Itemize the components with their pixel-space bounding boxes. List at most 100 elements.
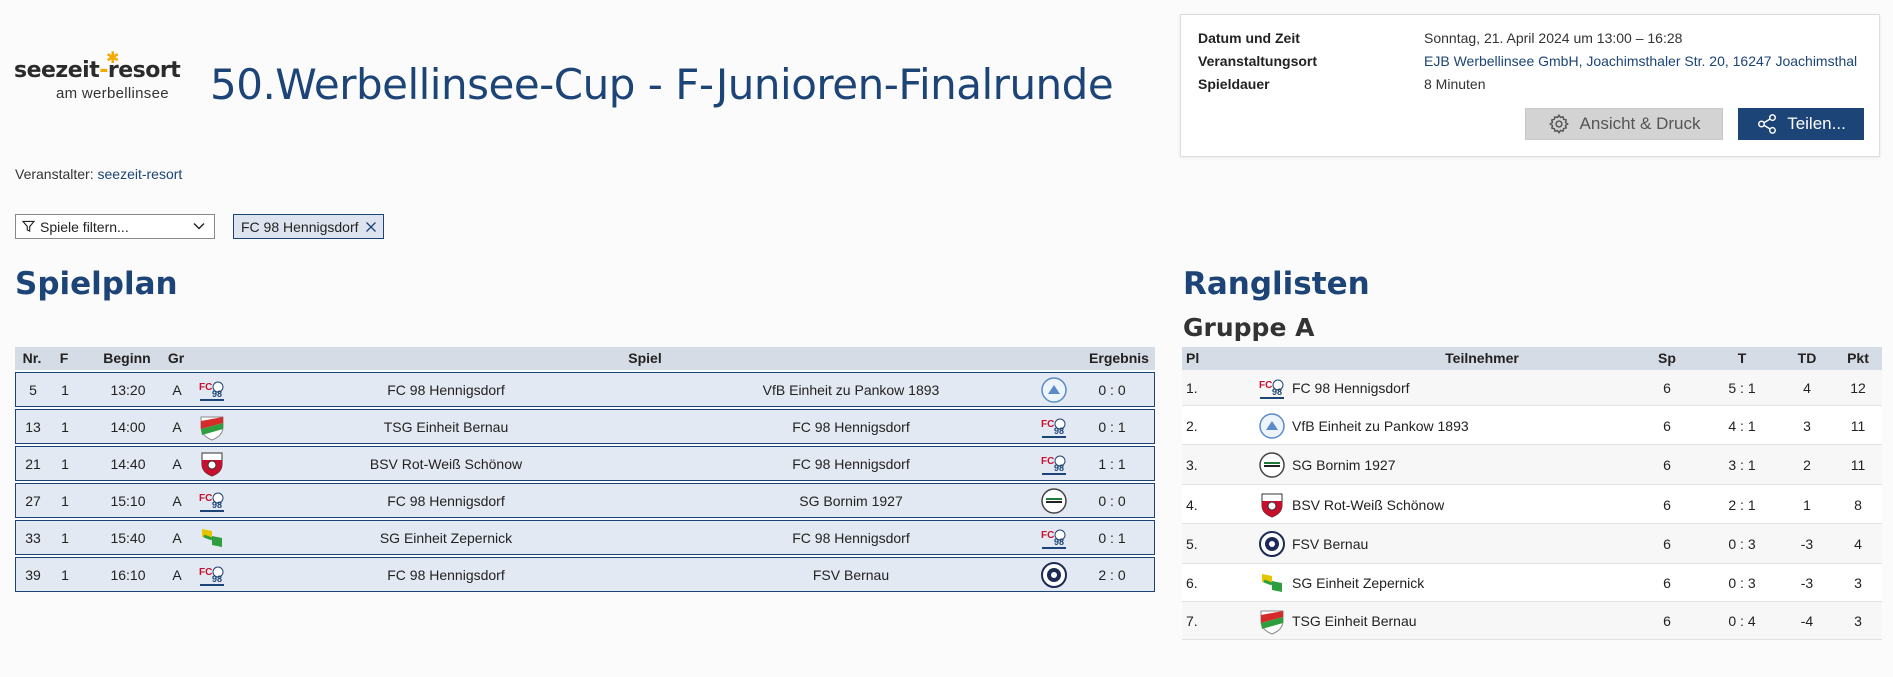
close-icon[interactable] bbox=[365, 221, 377, 233]
game-start: 15:40 bbox=[110, 530, 146, 546]
svg-text:FC: FC bbox=[1041, 456, 1054, 467]
view-print-label: Ansicht & Druck bbox=[1579, 114, 1701, 133]
fc98-crest-icon: FC 98 bbox=[1258, 374, 1286, 402]
game-result: 1 : 1 bbox=[1098, 456, 1126, 472]
rank-points: 8 bbox=[1854, 497, 1862, 513]
rank-team: FSV Bernau bbox=[1292, 536, 1369, 552]
group-heading: Gruppe A bbox=[1183, 313, 1315, 342]
svg-text:98: 98 bbox=[212, 389, 222, 399]
vfb-crest-icon bbox=[1040, 376, 1068, 404]
info-venue-link[interactable]: EJB Werbellinsee GmbH, Joachimsthaler St… bbox=[1424, 53, 1858, 69]
svg-text:98: 98 bbox=[1054, 426, 1064, 436]
ranking-rows: 1. FC 98 FC 98 Hennigsdorf 6 5 : 1 4 12 2. VfB Ei… bbox=[1182, 370, 1882, 640]
game-nr: 39 bbox=[25, 567, 41, 583]
game-field: 1 bbox=[61, 382, 69, 398]
ranking-table: Pl Teilnehmer Sp T TD Pkt 1. FC 98 FC 98 He… bbox=[1182, 347, 1882, 640]
away-team: FC 98 Hennigsdorf bbox=[792, 456, 910, 472]
col-pl: Pl bbox=[1186, 350, 1200, 366]
info-duration-label: Spieldauer bbox=[1198, 76, 1270, 92]
home-team: FC 98 Hennigsdorf bbox=[387, 493, 505, 509]
rank-place: 4. bbox=[1186, 497, 1198, 513]
rank-games: 6 bbox=[1663, 457, 1671, 473]
schedule-rows: 5 1 13:20 A FC 98 FC 98 Hennigsdorf VfB Einheit… bbox=[15, 372, 1155, 592]
rank-goals: 3 : 1 bbox=[1728, 457, 1756, 473]
col-f: F bbox=[59, 350, 69, 366]
info-duration-value: 8 Minuten bbox=[1424, 76, 1486, 92]
ranking-row[interactable]: 2. VfB Einheit zu Pankow 1893 6 4 : 1 3 11 bbox=[1182, 406, 1882, 445]
game-nr: 21 bbox=[25, 456, 41, 472]
game-nr: 5 bbox=[29, 382, 37, 398]
rank-points: 12 bbox=[1850, 380, 1866, 396]
rank-team: SG Bornim 1927 bbox=[1292, 457, 1396, 473]
fc98-crest-icon: FC 98 bbox=[198, 487, 226, 515]
rank-goal-diff: 3 bbox=[1803, 418, 1811, 434]
rank-place: 5. bbox=[1186, 536, 1198, 552]
organizer-link[interactable]: seezeit-resort bbox=[97, 166, 183, 182]
rank-points: 11 bbox=[1850, 418, 1866, 434]
svg-text:FC: FC bbox=[199, 567, 212, 578]
svg-text:FC: FC bbox=[1041, 419, 1054, 430]
rank-points: 11 bbox=[1850, 457, 1866, 473]
zep-crest-icon bbox=[1258, 569, 1286, 597]
schedule-row[interactable]: 39 1 16:10 A FC 98 FC 98 Hennigsdorf FSV Bernau… bbox=[15, 557, 1155, 592]
game-result: 0 : 1 bbox=[1098, 419, 1126, 435]
seezeit-logo[interactable]: seezeit-resort ✱ am werbellinsee bbox=[14, 50, 196, 102]
game-filter-select[interactable]: Spiele filtern... bbox=[15, 214, 215, 239]
away-team: VfB Einheit zu Pankow 1893 bbox=[762, 382, 940, 398]
ranking-row[interactable]: 7. TSG Einheit Bernau 6 0 : 4 -4 3 bbox=[1182, 602, 1882, 640]
svg-text:98: 98 bbox=[1272, 387, 1282, 397]
info-date-value: Sonntag, 21. April 2024 um 13:00 – 16:28 bbox=[1424, 30, 1683, 46]
share-button[interactable]: Teilen... bbox=[1738, 108, 1864, 140]
fc98-crest-icon: FC 98 bbox=[1040, 450, 1068, 478]
bornim-crest-icon bbox=[1258, 451, 1286, 479]
organizer-label: Veranstalter: bbox=[15, 166, 94, 182]
schedule-row[interactable]: 27 1 15:10 A FC 98 FC 98 Hennigsdorf SG Bornim … bbox=[15, 483, 1155, 518]
rank-goal-diff: -3 bbox=[1800, 575, 1814, 591]
event-info-box: Datum und Zeit Sonntag, 21. April 2024 u… bbox=[1180, 14, 1880, 157]
fc98-crest-icon: FC 98 bbox=[198, 561, 226, 589]
rank-games: 6 bbox=[1663, 380, 1671, 396]
logo-brand: seezeit-resort bbox=[14, 58, 181, 83]
ranking-heading: Ranglisten bbox=[1183, 266, 1370, 302]
ranking-row[interactable]: 6. SG Einheit Zepernick 6 0 : 3 -3 3 bbox=[1182, 564, 1882, 602]
info-venue-label: Veranstaltungsort bbox=[1198, 53, 1318, 69]
game-field: 1 bbox=[61, 419, 69, 435]
filter-chip-label: FC 98 Hennigsdorf bbox=[241, 218, 359, 235]
info-date-label: Datum und Zeit bbox=[1198, 30, 1300, 46]
filter-chip: FC 98 Hennigsdorf bbox=[233, 214, 384, 239]
rank-goal-diff: -4 bbox=[1800, 613, 1814, 629]
schedule-row[interactable]: 13 1 14:00 A TSG Einheit Bernau FC 98 Hennigs… bbox=[15, 409, 1155, 444]
filter-placeholder: Spiele filtern... bbox=[40, 218, 129, 235]
rank-place: 1. bbox=[1186, 380, 1198, 396]
rank-goal-diff: 1 bbox=[1803, 497, 1811, 513]
ranking-row[interactable]: 4. BSV Rot-Weiß Schönow 6 2 : 1 1 8 bbox=[1182, 485, 1882, 524]
game-field: 1 bbox=[61, 456, 69, 472]
game-start: 14:40 bbox=[110, 456, 146, 472]
game-group: A bbox=[172, 419, 182, 435]
svg-text:FC: FC bbox=[1259, 380, 1272, 391]
away-team: FSV Bernau bbox=[812, 567, 890, 583]
page-title: 50.Werbellinsee-Cup - F-Junioren-Finalru… bbox=[210, 60, 1114, 109]
fc98-crest-icon: FC 98 bbox=[198, 376, 226, 404]
game-start: 15:10 bbox=[110, 493, 146, 509]
svg-text:98: 98 bbox=[212, 500, 222, 510]
rank-games: 6 bbox=[1663, 613, 1671, 629]
schedule-row[interactable]: 33 1 15:40 A SG Einheit Zepernick FC 98 Henni… bbox=[15, 520, 1155, 555]
share-label: Teilen... bbox=[1787, 114, 1846, 133]
ranking-row[interactable]: 5. FSV Bernau 6 0 : 3 -3 4 bbox=[1182, 524, 1882, 564]
fsv-crest-icon bbox=[1258, 530, 1286, 558]
col-gr: Gr bbox=[167, 350, 185, 366]
col-beginn: Beginn bbox=[103, 350, 151, 366]
view-print-button[interactable]: Ansicht & Druck bbox=[1525, 108, 1723, 140]
chevron-down-icon bbox=[192, 219, 206, 233]
rank-games: 6 bbox=[1663, 536, 1671, 552]
schedule-row[interactable]: 5 1 13:20 A FC 98 FC 98 Hennigsdorf VfB Einheit… bbox=[15, 372, 1155, 407]
rank-goals: 0 : 3 bbox=[1728, 575, 1756, 591]
game-group: A bbox=[172, 530, 182, 546]
rank-points: 3 bbox=[1854, 613, 1862, 629]
share-icon bbox=[1756, 113, 1778, 135]
schedule-row[interactable]: 21 1 14:40 A BSV Rot-Weiß Schönow FC 98 Henni… bbox=[15, 446, 1155, 481]
ranking-row[interactable]: 1. FC 98 FC 98 Hennigsdorf 6 5 : 1 4 12 bbox=[1182, 370, 1882, 406]
bsv-crest-icon bbox=[198, 450, 226, 478]
ranking-row[interactable]: 3. SG Bornim 1927 6 3 : 1 2 11 bbox=[1182, 445, 1882, 485]
